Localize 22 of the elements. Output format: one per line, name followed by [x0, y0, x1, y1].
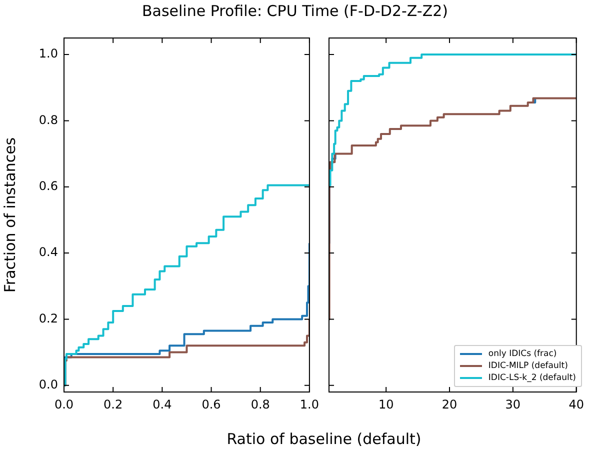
y-axis-title: Fraction of instances — [0, 137, 19, 293]
chart-title: Baseline Profile: CPU Time (F-D-D2-Z-Z2) — [140, 2, 450, 20]
x-axis-title: Ratio of baseline (default) — [226, 430, 422, 448]
y-tick-label: 1.0 — [38, 46, 58, 61]
x-tick-label: 0.8 — [250, 397, 270, 412]
y-tick-label: 0.6 — [38, 179, 58, 194]
x-tick-label: 30 — [505, 397, 521, 412]
legend-label: only IDICs (frac) — [487, 348, 558, 360]
legend-label: IDIC-LS-k_2 (default) — [487, 372, 576, 384]
y-tick-label: 0.0 — [38, 378, 58, 392]
x-tick-label: 0.4 — [152, 397, 172, 412]
x-tick-label: 0.2 — [104, 397, 123, 412]
x-tick-label: 10 — [378, 397, 394, 412]
x-tick-label: 0.6 — [202, 397, 221, 412]
y-tick-label: 0.2 — [38, 311, 58, 326]
legend-label: IDIC-MILP (default) — [487, 360, 569, 372]
x-tick-label: 0.0 — [54, 397, 74, 412]
x-tick-label: 1.0 — [300, 397, 320, 412]
y-tick-label: 0.8 — [38, 112, 58, 127]
x-tick-label: 40 — [568, 397, 584, 412]
x-tick-label: 20 — [442, 397, 458, 412]
y-tick-label: 0.4 — [38, 245, 58, 260]
